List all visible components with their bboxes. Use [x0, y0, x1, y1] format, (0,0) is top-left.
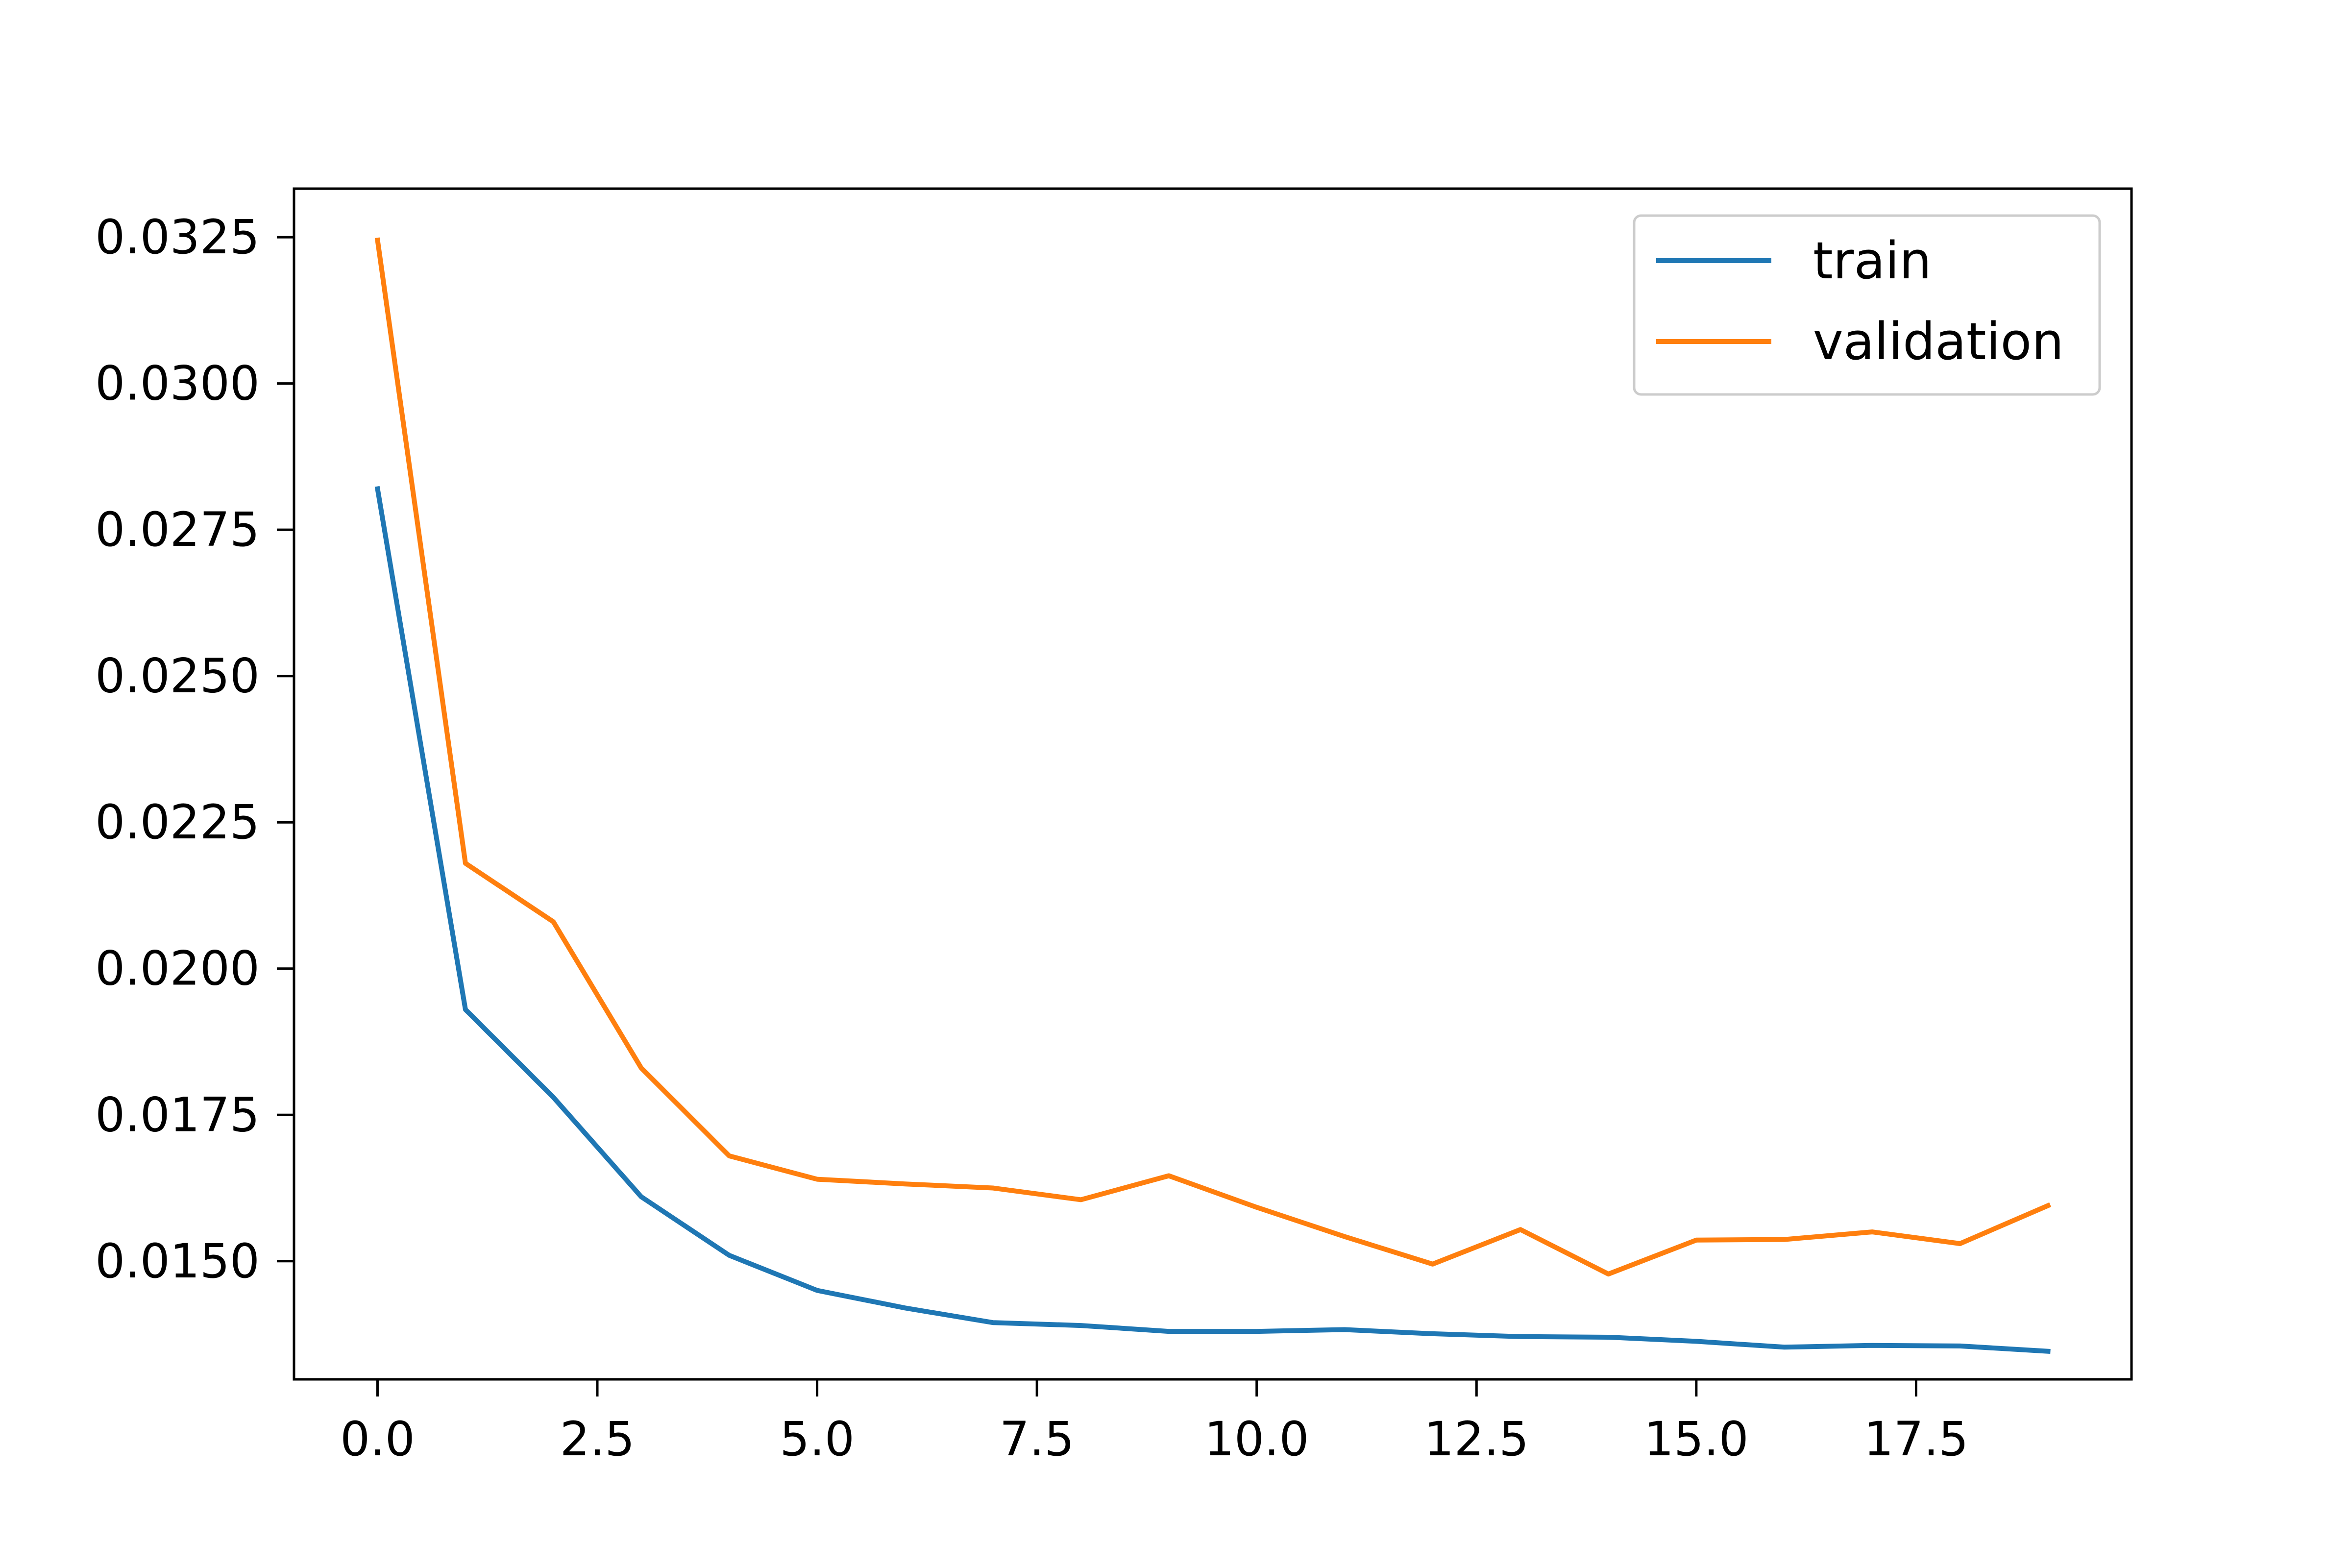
y-tick-label: 0.0200	[95, 941, 260, 996]
y-tick-label: 0.0150	[95, 1234, 260, 1289]
series-line-validation	[374, 237, 2052, 1277]
x-tick-label: 10.0	[1204, 1412, 1309, 1467]
y-axis: 0.0150 0.0175 0.0200 0.0225 0.0250 0.0275 0.03…	[95, 210, 294, 1289]
y-tick-label: 0.0275	[95, 502, 260, 557]
x-tick-label: 0.0	[340, 1412, 415, 1467]
x-tick-label: 17.5	[1864, 1412, 1969, 1467]
legend-label-validation: validation	[1813, 312, 2064, 371]
y-tick-label: 0.0325	[95, 210, 260, 265]
y-tick-label: 0.0225	[95, 795, 260, 850]
x-tick-label: 15.0	[1644, 1412, 1749, 1467]
x-tick-label: 5.0	[780, 1412, 855, 1467]
series-layer	[374, 237, 2052, 1354]
x-tick-label: 12.5	[1424, 1412, 1529, 1467]
x-axis: 0.0 2.5 5.0 7.5 10.0 12.5 15.0 17.5	[340, 1379, 1968, 1467]
y-tick-label: 0.0175	[95, 1087, 260, 1142]
y-tick-label: 0.0300	[95, 356, 260, 411]
x-tick-label: 7.5	[1000, 1412, 1075, 1467]
series-line-train	[374, 486, 2051, 1354]
legend-label-train: train	[1813, 231, 1932, 291]
legend: train validation	[1633, 214, 2101, 396]
plot-frame	[293, 187, 2133, 1381]
y-tick-label: 0.0250	[95, 649, 260, 704]
x-tick-label: 2.5	[560, 1412, 635, 1467]
